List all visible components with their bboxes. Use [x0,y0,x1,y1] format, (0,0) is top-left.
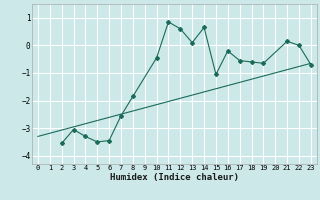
X-axis label: Humidex (Indice chaleur): Humidex (Indice chaleur) [110,173,239,182]
